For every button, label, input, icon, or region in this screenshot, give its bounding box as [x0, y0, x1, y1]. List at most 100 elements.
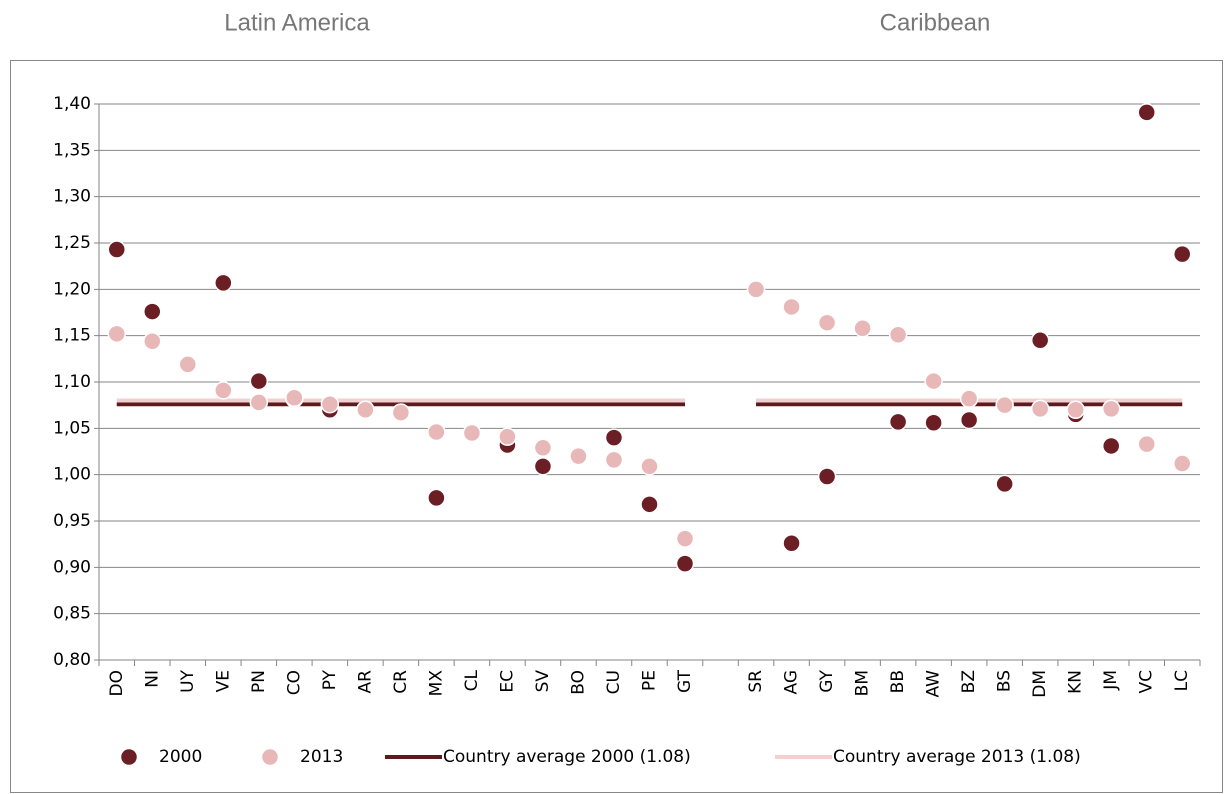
x-tick-label: CR — [391, 670, 411, 694]
point — [1066, 400, 1085, 420]
x-tick-label: KN — [1066, 670, 1086, 694]
y-tick-label: 1,20 — [53, 279, 91, 299]
point — [817, 313, 837, 332]
point — [356, 400, 375, 420]
point — [959, 389, 979, 408]
x-tick-label: MX — [426, 670, 446, 697]
point — [995, 474, 1014, 494]
legend-marker — [260, 747, 280, 767]
point — [143, 331, 162, 351]
y-tick-label: 1,35 — [53, 140, 91, 160]
point — [1030, 331, 1050, 350]
x-tick-label: CO — [284, 670, 304, 695]
point — [498, 427, 517, 446]
x-tick-label: SV — [533, 670, 553, 693]
y-tick-label: 1,40 — [53, 94, 91, 114]
x-tick-label: DM — [1030, 670, 1050, 698]
point — [924, 371, 943, 391]
legend-label: Country average 2000 (1.08) — [443, 747, 691, 767]
legend-label: 2000 — [159, 747, 202, 767]
group-title: Caribbean — [880, 9, 991, 36]
point — [427, 422, 446, 442]
point — [888, 412, 908, 432]
x-tick-label: DO — [107, 670, 127, 696]
point — [1172, 454, 1192, 473]
point — [675, 554, 695, 573]
x-tick-label: JM — [1101, 670, 1121, 691]
point — [462, 423, 482, 443]
point — [640, 495, 659, 514]
x-tick-label: PY — [320, 669, 340, 690]
x-tick-label: AW — [924, 670, 944, 698]
point — [959, 410, 979, 430]
point — [1101, 436, 1121, 456]
x-tick-label: EC — [497, 670, 517, 693]
point — [178, 355, 198, 374]
point — [782, 297, 801, 317]
y-tick-label: 0,95 — [53, 511, 91, 531]
point — [995, 395, 1014, 415]
x-tick-label: GY — [817, 669, 837, 692]
x-tick-label: PE — [640, 670, 660, 691]
point — [888, 325, 908, 344]
x-tick-label: BO — [568, 670, 588, 695]
x-tick-label: BB — [888, 670, 908, 693]
point — [143, 302, 162, 321]
point — [1172, 244, 1192, 264]
x-tick-label: PN — [249, 670, 269, 693]
x-tick-label: GT — [675, 669, 695, 693]
y-tick-label: 1,25 — [53, 233, 91, 253]
x-tick-label: BZ — [959, 670, 979, 693]
point — [746, 280, 766, 299]
x-tick-label: VE — [213, 670, 233, 692]
x-tick-label: AR — [355, 670, 375, 694]
point — [640, 457, 659, 476]
x-tick-label: UY — [178, 669, 198, 692]
point — [249, 371, 269, 391]
group-title: Latin America — [224, 9, 370, 36]
x-tick-label: SR — [746, 670, 766, 693]
y-tick-label: 1,05 — [53, 418, 91, 438]
y-tick-label: 0,85 — [53, 604, 91, 624]
point — [427, 488, 446, 508]
x-tick-label: BM — [853, 670, 873, 696]
point — [604, 428, 624, 447]
point — [107, 240, 127, 259]
point — [249, 393, 269, 412]
chart-frame — [10, 60, 1223, 793]
point — [817, 467, 837, 486]
point — [604, 450, 624, 470]
point — [1137, 434, 1156, 454]
legend-label: Country average 2013 (1.08) — [833, 747, 1081, 767]
point — [391, 403, 411, 422]
point — [569, 446, 588, 466]
point — [285, 388, 304, 408]
point — [214, 273, 233, 293]
point — [782, 533, 801, 553]
point — [924, 413, 943, 433]
y-tick-label: 0,90 — [53, 557, 91, 577]
y-tick-label: 1,30 — [53, 187, 91, 207]
point — [1101, 399, 1121, 419]
x-tick-label: BS — [995, 670, 1015, 692]
x-tick-label: NI — [142, 670, 162, 688]
point — [533, 438, 553, 458]
legend-label: 2013 — [300, 747, 343, 767]
point — [853, 319, 872, 338]
y-tick-label: 1,15 — [53, 326, 91, 346]
point — [320, 394, 340, 414]
point — [214, 381, 233, 400]
point — [1030, 399, 1050, 419]
x-tick-label: LC — [1172, 670, 1192, 691]
x-tick-label: CL — [462, 669, 482, 691]
point — [533, 457, 553, 476]
x-tick-label: VC — [1137, 670, 1157, 694]
point — [107, 324, 127, 344]
point — [675, 529, 695, 548]
legend-marker — [119, 747, 139, 767]
x-tick-label: CU — [604, 670, 624, 694]
point — [1137, 103, 1156, 122]
y-tick-label: 1,10 — [53, 372, 91, 392]
x-tick-label: AG — [782, 670, 802, 695]
